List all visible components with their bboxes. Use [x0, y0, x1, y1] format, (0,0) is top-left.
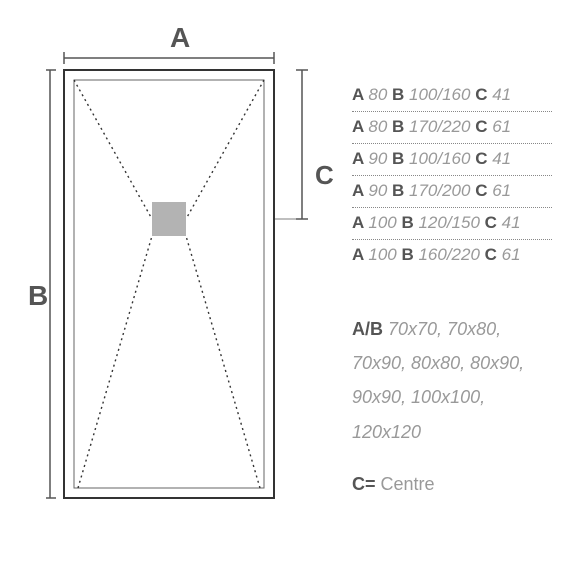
spec-row: A 100 B 160/220 C 61	[352, 240, 552, 271]
spec-row: A 90 B 100/160 C 41	[352, 144, 552, 176]
ab-label: A/B	[352, 319, 383, 339]
c-label: C=	[352, 474, 376, 494]
spec-row: A 90 B 170/200 C 61	[352, 176, 552, 208]
c-value: Centre	[381, 474, 435, 494]
spec-table: A 80 B 100/160 C 41A 80 B 170/220 C 61A …	[352, 80, 552, 271]
ab-sizes-row: A/B 70x70, 70x80, 70x90, 80x80, 80x90, 9…	[352, 312, 552, 449]
c-centre-row: C= Centre	[352, 467, 552, 501]
schematic-svg	[46, 52, 346, 512]
spec-row: A 80 B 170/220 C 61	[352, 112, 552, 144]
spec-extra: A/B 70x70, 70x80, 70x90, 80x80, 80x90, 9…	[352, 312, 552, 501]
diagram-container: A B C A 80 B 100/160 C 41A 80 B 170/220 …	[0, 0, 565, 565]
spec-row: A 80 B 100/160 C 41	[352, 80, 552, 112]
spec-row: A 100 B 120/150 C 41	[352, 208, 552, 240]
dimension-label-b: B	[28, 280, 48, 312]
dimension-label-a: A	[170, 22, 190, 54]
dimension-label-c: C	[315, 160, 334, 191]
